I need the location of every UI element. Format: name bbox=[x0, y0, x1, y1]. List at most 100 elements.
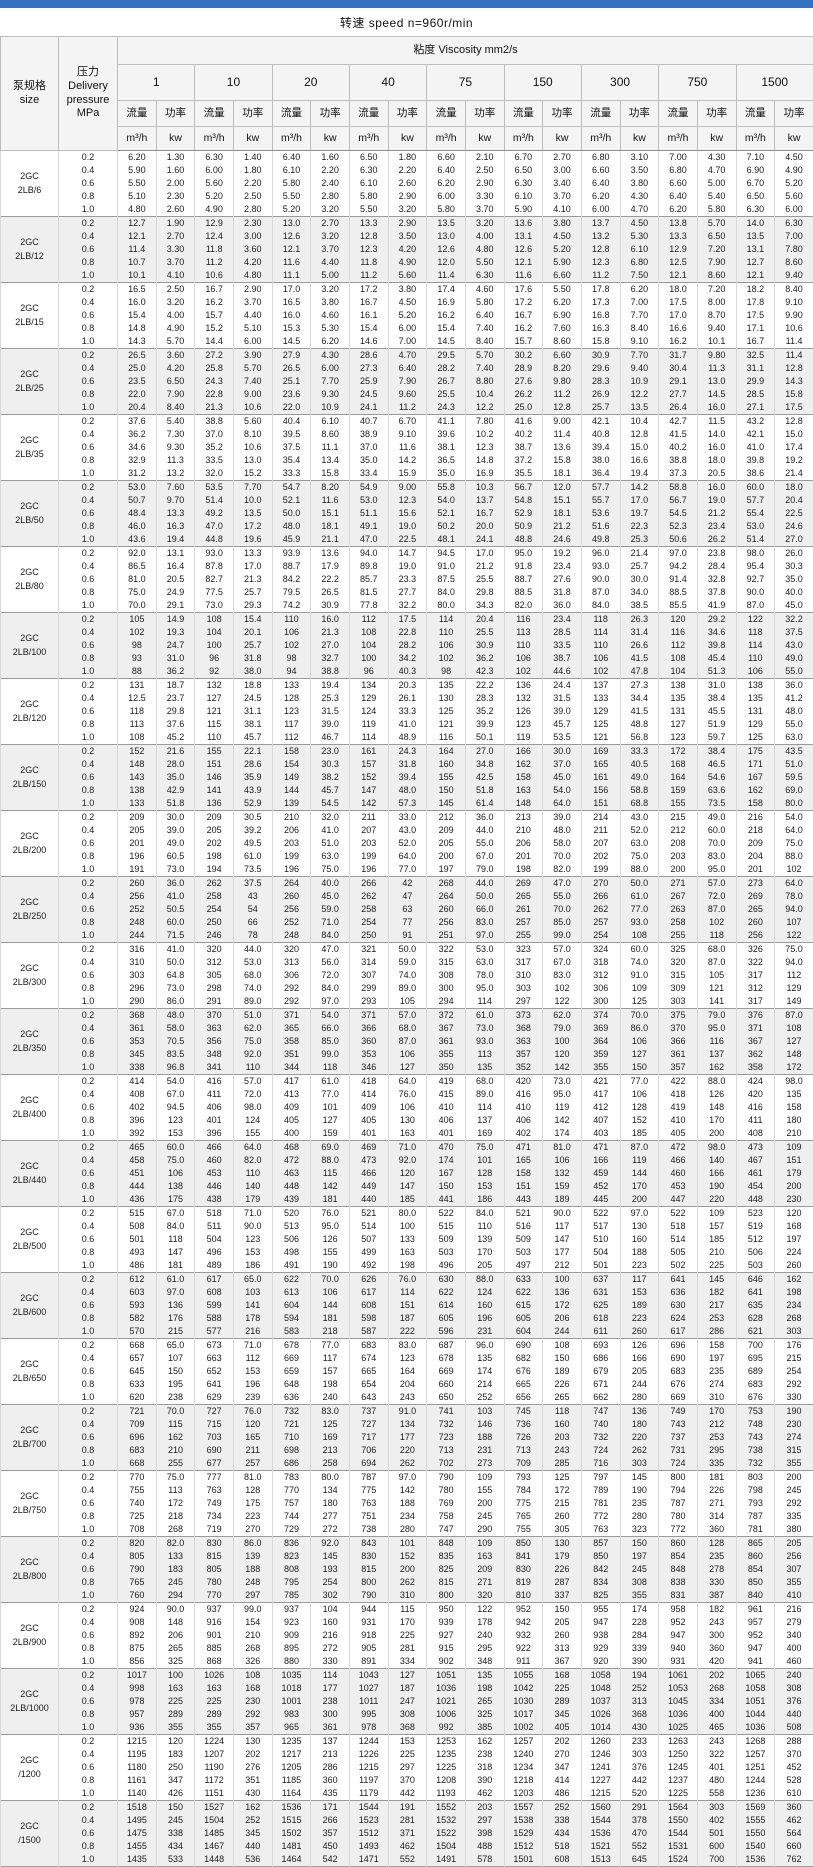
flow-cell: 196 bbox=[349, 863, 388, 877]
power-unit-header: kw bbox=[388, 127, 427, 151]
flow-cell: 114 bbox=[349, 731, 388, 745]
flow-cell: 687 bbox=[427, 1339, 466, 1353]
flow-cell: 624 bbox=[659, 1312, 698, 1325]
power-cell: 83.0 bbox=[697, 850, 736, 863]
flow-cell: 85.5 bbox=[659, 599, 698, 613]
power-cell: 2.90 bbox=[388, 190, 427, 203]
flow-cell: 375 bbox=[659, 1009, 698, 1023]
flow-cell: 16.5 bbox=[272, 296, 311, 309]
power-cell: 4.60 bbox=[465, 283, 504, 297]
power-cell: 262 bbox=[388, 1576, 427, 1589]
flow-cell: 17.6 bbox=[504, 283, 543, 297]
flow-cell: 12.9 bbox=[195, 217, 234, 231]
power-cell: 322 bbox=[697, 1748, 736, 1761]
flow-cell: 402 bbox=[118, 1101, 157, 1114]
power-cell: 62.0 bbox=[233, 1022, 272, 1035]
flow-cell: 315 bbox=[427, 956, 466, 969]
power-cell: 185 bbox=[388, 1193, 427, 1207]
power-cell: 420 bbox=[697, 1655, 736, 1669]
flow-cell: 110 bbox=[427, 626, 466, 639]
power-cell: 460 bbox=[775, 1655, 813, 1669]
flow-cell: 6.50 bbox=[736, 190, 775, 203]
flow-cell: 617 bbox=[349, 1286, 388, 1299]
power-cell: 155 bbox=[311, 1246, 350, 1259]
power-unit-header: kw bbox=[775, 127, 813, 151]
pressure-cell: 1.0 bbox=[59, 995, 118, 1009]
flow-cell: 952 bbox=[659, 1616, 698, 1629]
power-cell: 165 bbox=[233, 1431, 272, 1444]
power-cell: 11.6 bbox=[388, 441, 427, 454]
flow-cell: 417 bbox=[272, 1075, 311, 1089]
flow-cell: 122 bbox=[736, 613, 775, 627]
power-cell: 16.0 bbox=[697, 441, 736, 454]
flow-column-header: 流量 bbox=[581, 101, 620, 127]
flow-cell: 1491 bbox=[427, 1853, 466, 1867]
power-cell: 15.8 bbox=[311, 467, 350, 481]
power-cell: 213 bbox=[311, 1444, 350, 1457]
power-cell: 442 bbox=[620, 1774, 659, 1787]
flow-cell: 269 bbox=[504, 877, 543, 891]
power-cell: 1.60 bbox=[156, 164, 195, 177]
pressure-cell: 0.2 bbox=[59, 1009, 118, 1023]
pressure-cell: 0.8 bbox=[59, 586, 118, 599]
flow-cell: 614 bbox=[427, 1299, 466, 1312]
power-cell: 127 bbox=[388, 1061, 427, 1075]
power-cell: 5.70 bbox=[233, 362, 272, 375]
pressure-cell: 0.8 bbox=[59, 454, 118, 467]
power-cell: 3.20 bbox=[311, 283, 350, 297]
power-cell: 21.3 bbox=[233, 573, 272, 586]
power-cell: 274 bbox=[775, 1431, 813, 1444]
power-cell: 18.1 bbox=[543, 507, 582, 520]
power-cell: 5.80 bbox=[465, 296, 504, 309]
flow-cell: 1557 bbox=[504, 1801, 543, 1815]
pressure-cell: 1.0 bbox=[59, 401, 118, 415]
flow-cell: 1151 bbox=[195, 1787, 234, 1801]
flow-cell: 112 bbox=[659, 639, 698, 652]
power-cell: 5.20 bbox=[543, 243, 582, 256]
power-cell: 73.0 bbox=[156, 982, 195, 995]
flow-cell: 1185 bbox=[272, 1774, 311, 1787]
power-cell: 15.6 bbox=[388, 507, 427, 520]
flow-cell: 87.0 bbox=[581, 586, 620, 599]
flow-cell: 652 bbox=[195, 1365, 234, 1378]
power-cell: 57.0 bbox=[697, 877, 736, 891]
power-cell: 217 bbox=[697, 1299, 736, 1312]
power-cell: 240 bbox=[465, 1629, 504, 1642]
power-cell: 54.0 bbox=[311, 1009, 350, 1023]
flow-cell: 88.5 bbox=[659, 586, 698, 599]
power-cell: 488 bbox=[465, 1840, 504, 1853]
flow-cell: 205 bbox=[195, 824, 234, 837]
flow-cell: 825 bbox=[427, 1563, 466, 1576]
power-cell: 8.40 bbox=[775, 283, 813, 297]
power-cell: 238 bbox=[465, 1748, 504, 1761]
power-cell: 53.0 bbox=[233, 956, 272, 969]
flow-cell: 1225 bbox=[659, 1787, 698, 1801]
power-cell: 292 bbox=[775, 1497, 813, 1510]
power-cell: 700 bbox=[697, 1853, 736, 1867]
power-cell: 278 bbox=[697, 1563, 736, 1576]
power-cell: 31.0 bbox=[156, 652, 195, 665]
power-cell: 23.3 bbox=[388, 573, 427, 586]
flow-cell: 353 bbox=[349, 1048, 388, 1061]
flow-cell: 141 bbox=[195, 784, 234, 797]
power-cell: 2.90 bbox=[465, 177, 504, 190]
power-cell: 3.70 bbox=[233, 296, 272, 309]
flow-cell: 689 bbox=[736, 1365, 775, 1378]
power-cell: 6.20 bbox=[620, 283, 659, 297]
power-cell: 123 bbox=[156, 1114, 195, 1127]
flow-cell: 199 bbox=[581, 863, 620, 877]
power-cell: 5.20 bbox=[388, 309, 427, 322]
flow-cell: 326 bbox=[736, 943, 775, 957]
flow-cell: 414 bbox=[118, 1075, 157, 1089]
flow-cell: 800 bbox=[427, 1589, 466, 1603]
power-cell: 109 bbox=[775, 1141, 813, 1155]
flow-cell: 52.1 bbox=[427, 507, 466, 520]
power-cell: 99.0 bbox=[233, 1603, 272, 1617]
flow-column-header: 流量 bbox=[195, 101, 234, 127]
flow-cell: 134 bbox=[349, 679, 388, 693]
pressure-cell: 0.6 bbox=[59, 1035, 118, 1048]
flow-cell: 622 bbox=[504, 1286, 543, 1299]
flow-cell: 669 bbox=[272, 1352, 311, 1365]
power-cell: 204 bbox=[388, 1378, 427, 1391]
